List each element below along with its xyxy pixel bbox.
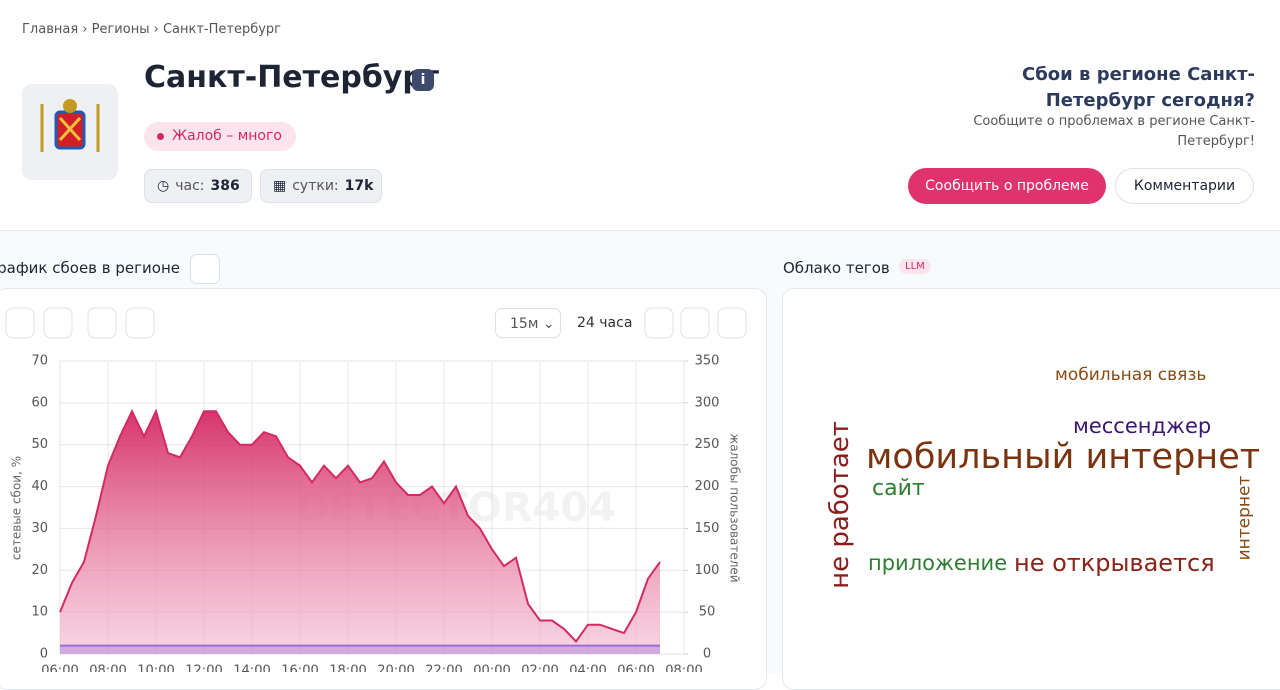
tag[interactable]: приложение (868, 551, 1008, 575)
comments-button[interactable]: Комментарии (1115, 168, 1254, 204)
next-button[interactable] (717, 307, 747, 339)
x-tick-label: 00:00 (473, 664, 510, 673)
y-tick-label: 70 (31, 354, 48, 369)
y2-tick-label: 250 (695, 437, 720, 452)
x-tick-label: 16:00 (281, 664, 318, 673)
series-line (59, 408, 661, 644)
series-area (60, 411, 660, 654)
chart: DETECTOR40401020304050607005010015020025… (5, 307, 747, 673)
y-tick-label: 50 (31, 437, 48, 452)
y-tick-label: 20 (31, 563, 48, 578)
screenshot-button[interactable] (5, 307, 35, 339)
period[interactable]: 24 часа (577, 315, 633, 331)
tag[interactable]: интернет (1234, 475, 1255, 561)
x-tick-label: 08:00 (89, 664, 126, 673)
badge-text: Жалоб – много (172, 128, 282, 144)
y2-tick-label: 150 (695, 521, 720, 536)
user-button[interactable] (125, 307, 155, 339)
stat-value: 386 (210, 178, 240, 194)
chart-section-title: График сбоев в регионе (0, 259, 180, 277)
tag[interactable]: мобильный интернет (866, 437, 1261, 477)
report-button[interactable]: Сообщить о проблеме (908, 168, 1106, 204)
tag[interactable]: мессенджер (1073, 414, 1212, 438)
x-tick-label: 06:00 (41, 664, 78, 673)
interval-value: 15м (510, 316, 539, 332)
tag[interactable]: не открывается (1014, 549, 1215, 577)
y2-tick-label: 100 (695, 563, 720, 578)
region-title: Санкт-Петербург (144, 60, 440, 95)
y-tick-label: 10 (31, 605, 48, 620)
stat-day: ▦ сутки: 17k (260, 169, 382, 203)
page: Главная › Регионы › Санкт-Петербург Санк… (0, 22, 1280, 690)
x-tick-label: 14:00 (233, 664, 270, 673)
stat-label: сутки: (292, 178, 339, 194)
x-tick-label: 20:00 (377, 664, 414, 673)
view-toggle[interactable] (190, 254, 220, 284)
y2-axis-label: жалобы пользователей (728, 433, 742, 582)
y-tick-label: 40 (31, 479, 48, 494)
y2-tick-label: 300 (695, 395, 720, 410)
x-tick-label: 18:00 (329, 664, 366, 673)
x-tick-label: 06:00 (617, 664, 654, 673)
cta-text: Сообщите о проблемах в регионе Санкт-Пет… (973, 114, 1255, 149)
x-tick-label: 04:00 (569, 664, 606, 673)
status-badge: Жалоб – много (144, 122, 296, 151)
info-icon[interactable]: i (412, 69, 434, 91)
y2-tick-label: 200 (695, 479, 720, 494)
crumb: Санкт-Петербург (162, 22, 281, 37)
x-tick-label: 08:00 (665, 664, 702, 673)
interval-select[interactable]: 15м ⌄ (495, 308, 561, 338)
prev-button[interactable] (644, 307, 674, 339)
cta-title: Сбои в регионе Санкт-Петербург сегодня? (1022, 64, 1255, 111)
tag[interactable]: сайт (872, 476, 925, 501)
grid-button[interactable] (43, 307, 73, 339)
x-tick-label: 22:00 (425, 664, 462, 673)
stat-hour: ◷ час: 386 (144, 169, 252, 203)
tag[interactable]: мобильная связь (1055, 365, 1207, 385)
y-tick-label: 60 (31, 395, 48, 410)
tag-cloud-title: Облако тегов (783, 259, 890, 277)
toolbar (5, 307, 747, 339)
calendar-button[interactable] (680, 307, 710, 339)
x-tick-label: 02:00 (521, 664, 558, 673)
series-area (60, 645, 660, 654)
y2-tick-label: 0 (703, 647, 711, 662)
breadcrumbs: Главная › Регионы › Санкт-Петербург (22, 22, 281, 37)
y-tick-label: 0 (40, 647, 48, 662)
stat-label: час: (175, 178, 205, 194)
y-tick-label: 30 (31, 521, 48, 536)
llm-badge: LLM (899, 259, 931, 274)
region-emblem (22, 84, 118, 180)
y2-tick-label: 50 (699, 605, 716, 620)
x-tick-label: 12:00 (185, 664, 222, 673)
tag[interactable]: не работает (825, 421, 855, 589)
crumb[interactable]: Главная (22, 22, 79, 37)
crumb[interactable]: Регионы (91, 22, 150, 37)
tag-cloud-card (782, 288, 1280, 690)
area-button[interactable] (87, 307, 117, 339)
stat-value: 17k (344, 178, 374, 194)
y2-tick-label: 350 (695, 354, 720, 369)
y-axis-label: сетевые сбои, % (10, 456, 24, 560)
x-tick-label: 10:00 (137, 664, 174, 673)
